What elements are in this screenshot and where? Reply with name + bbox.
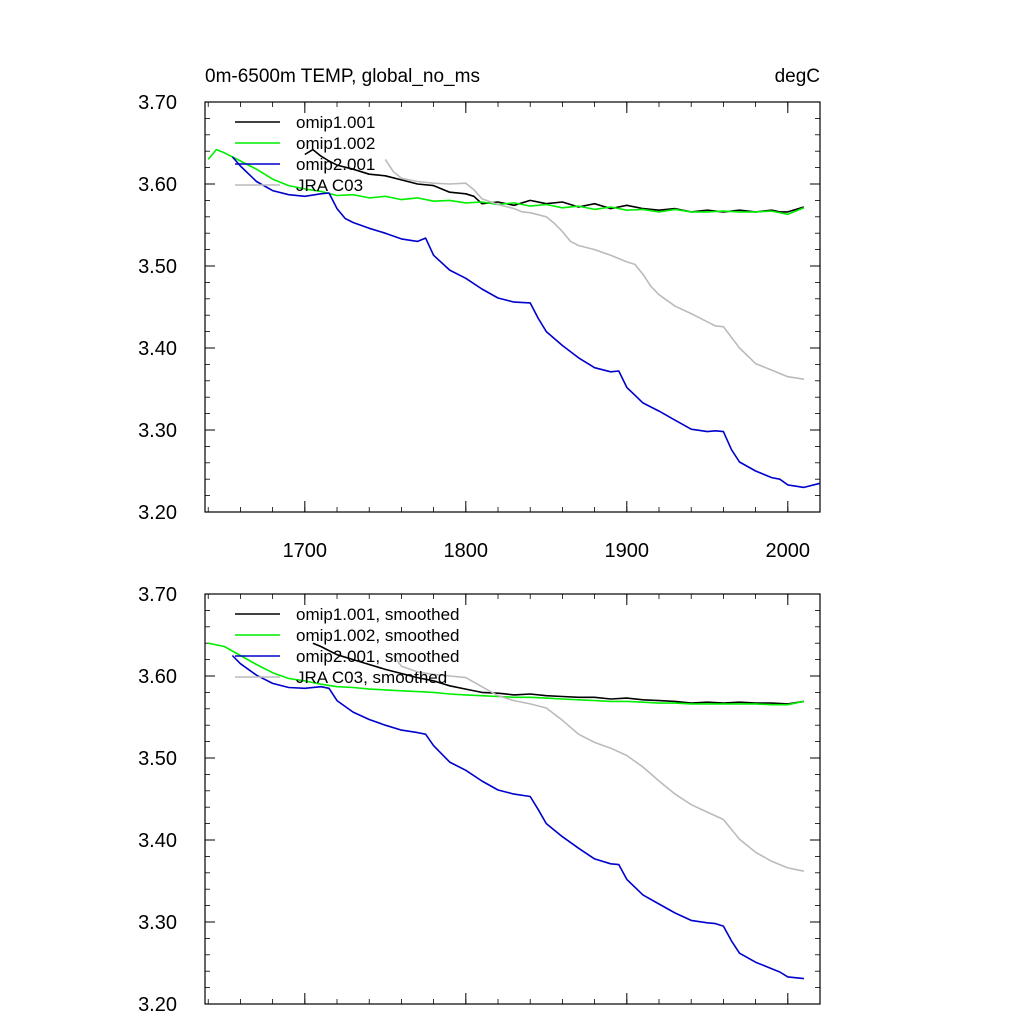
legend-label: omip2.001, smoothed [296, 647, 460, 666]
series-line-3 [384, 158, 805, 380]
top-panel-title: 0m-6500m TEMP, global_no_ms [205, 66, 480, 87]
legend-label: omip1.002 [296, 134, 375, 153]
x-tick-label: 2000 [766, 540, 811, 562]
y-tick-label: 3.70 [138, 92, 177, 114]
y-tick-label: 3.40 [138, 830, 177, 852]
top-tick-marks [205, 101, 821, 513]
bottom-legend: omip1.001, smoothed omip1.002, smoothed om… [235, 605, 460, 687]
bottom-y-tick-labels: 3.20 3.30 3.40 3.50 3.60 3.70 [138, 584, 177, 1016]
bottom-panel: 3.20 3.30 3.40 3.50 3.60 3.70 omip1.001, smoo… [138, 584, 821, 1016]
x-tick-label: 1700 [283, 540, 328, 562]
series-line-0 [304, 148, 805, 213]
y-tick-label: 3.40 [138, 338, 177, 360]
top-plot-frame [204, 101, 821, 513]
legend-label: omip1.001 [296, 113, 375, 132]
legend-label: JRA C03, smoothed [296, 668, 447, 687]
top-panel: 0m-6500m TEMP, global_no_ms degC 3.20 3.3… [138, 66, 821, 562]
series-line-1 [208, 642, 805, 706]
y-tick-label: 3.60 [138, 666, 177, 688]
series-line-0 [312, 642, 805, 705]
y-tick-label: 3.30 [138, 912, 177, 934]
y-tick-label: 3.60 [138, 174, 177, 196]
top-x-tick-labels: 1700 1800 1900 2000 [283, 540, 810, 562]
y-tick-label: 3.50 [138, 256, 177, 278]
bottom-plot-frame [204, 593, 821, 1005]
y-tick-label: 3.50 [138, 748, 177, 770]
series-line-2 [231, 654, 804, 980]
y-tick-label: 3.70 [138, 584, 177, 606]
series-line-1 [207, 148, 805, 216]
legend-label: omip2.001 [296, 155, 375, 174]
y-tick-label: 3.30 [138, 420, 177, 442]
top-series-lines [207, 148, 821, 489]
series-line-2 [231, 156, 821, 489]
bottom-tick-marks [205, 593, 821, 1005]
bottom-series-lines [208, 642, 805, 980]
legend-label: JRA C03 [296, 176, 363, 195]
x-tick-label: 1900 [605, 540, 650, 562]
x-tick-label: 1800 [444, 540, 489, 562]
y-tick-label: 3.20 [138, 994, 177, 1016]
y-tick-label: 3.20 [138, 502, 177, 524]
top-y-tick-labels: 3.20 3.30 3.40 3.50 3.60 3.70 [138, 92, 177, 524]
series-line-3 [392, 655, 805, 872]
legend-label: omip1.002, smoothed [296, 626, 460, 645]
top-legend: omip1.001 omip1.002 omip2.001 JRA C03 [235, 113, 375, 195]
top-panel-units: degC [775, 66, 820, 87]
legend-label: omip1.001, smoothed [296, 605, 460, 624]
